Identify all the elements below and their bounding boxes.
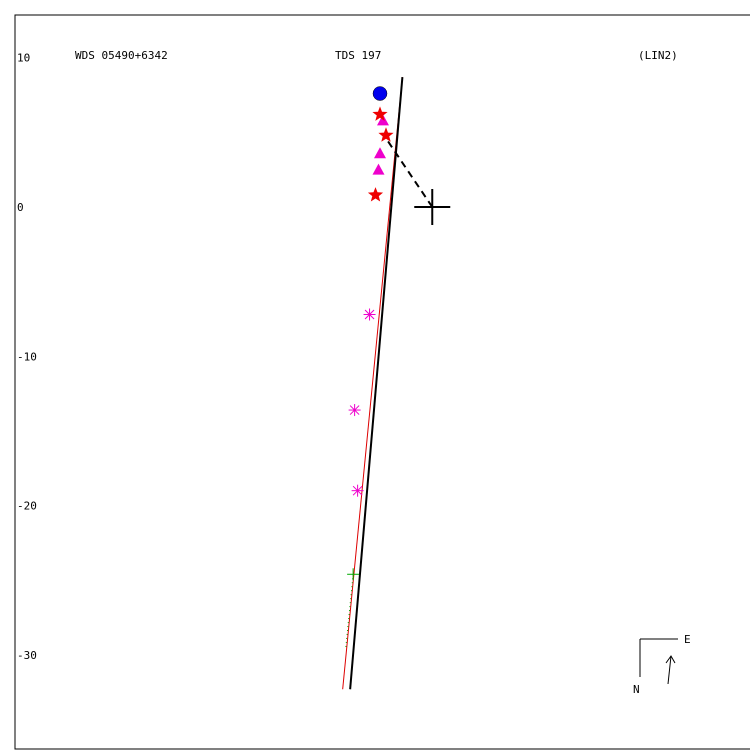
compass-north-label: N bbox=[633, 683, 640, 696]
plus-point bbox=[347, 568, 360, 581]
circle-point bbox=[372, 86, 388, 101]
header-orbit-ref: (LIN2) bbox=[638, 49, 678, 62]
asterisk-point bbox=[363, 308, 376, 321]
header-wds-id: WDS 05490+6342 bbox=[75, 49, 168, 62]
y-tick-labels: 10 0 -10 -20 -30 bbox=[17, 52, 37, 662]
triangle-point bbox=[372, 163, 385, 175]
star-point bbox=[372, 106, 388, 121]
orbit-lines bbox=[342, 77, 451, 690]
y-tick-label: 10 bbox=[17, 52, 30, 65]
header-discoverer-code: TDS 197 bbox=[335, 49, 381, 62]
asterisk-point bbox=[351, 484, 364, 497]
y-tick-label: -10 bbox=[17, 350, 37, 363]
periastron-connector bbox=[385, 137, 434, 208]
asterisk-stroke bbox=[352, 485, 363, 496]
y-tick-label: 0 bbox=[17, 201, 24, 214]
asterisk-point bbox=[348, 404, 361, 417]
residual-line bbox=[345, 574, 354, 649]
star-point bbox=[378, 127, 394, 142]
asterisk-stroke bbox=[364, 309, 375, 320]
alternate-orbit-line bbox=[342, 77, 403, 690]
plot-frame bbox=[14, 14, 750, 750]
triangle-point bbox=[376, 114, 389, 126]
motion-direction-arrow bbox=[667, 655, 672, 685]
compass-rose: E N bbox=[633, 633, 691, 696]
observation-marks bbox=[347, 86, 394, 581]
star-point bbox=[367, 187, 384, 202]
y-tick-label: -20 bbox=[17, 500, 37, 513]
compass-east-label: E bbox=[684, 633, 691, 646]
y-tick-label: -30 bbox=[17, 649, 37, 662]
motion-arrow-head bbox=[665, 655, 676, 664]
asterisk-stroke bbox=[349, 405, 360, 415]
orbit-fit-line bbox=[349, 77, 404, 690]
triangle-point bbox=[374, 147, 386, 159]
